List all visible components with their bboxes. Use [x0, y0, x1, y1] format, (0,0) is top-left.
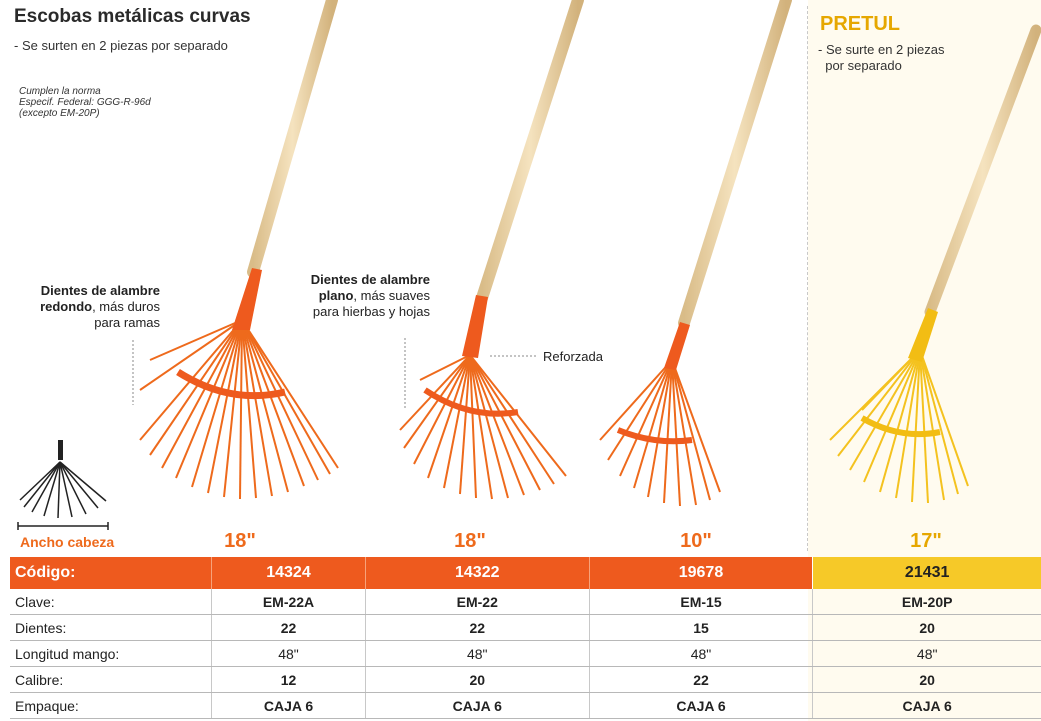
specs-table: Código: 14324 14322 19678 21431 Clave: E…: [10, 557, 1041, 719]
callout-flat-text: , más suaves para hierbas y hojas: [312, 288, 430, 319]
pretul-brand: PRETUL: [820, 13, 900, 35]
callout-round-wire: Dientes de alambre redondo, más duros pa…: [20, 283, 160, 331]
table-cell: 12: [211, 666, 366, 693]
pretul-note: - Se surte en 2 piezas por separado: [818, 42, 988, 74]
size-label: 18": [224, 530, 256, 552]
table-row-empaque: Empaque: CAJA 6 CAJA 6 CAJA 6 CAJA 6: [10, 692, 1041, 719]
table-row-longitud: Longitud mango: 48" 48" 48" 48": [10, 640, 1041, 667]
section-divider: [807, 6, 808, 551]
rakes-illustration: [17, 0, 1041, 530]
table-cell: 20: [812, 666, 1041, 693]
table-cell: CAJA 6: [812, 692, 1041, 719]
row-label: Dientes:: [10, 614, 212, 641]
row-label: Código:: [10, 557, 212, 589]
pretul-note-line: - Se surte en 2 piezas: [818, 42, 945, 57]
table-cell: 48": [211, 640, 366, 667]
size-label: 18": [454, 530, 486, 552]
table-row-clave: Clave: EM-22A EM-22 EM-15 EM-20P: [10, 589, 1041, 615]
rake-4-image: [829, 24, 1041, 504]
table-cell: 22: [211, 614, 366, 641]
table-row-codigo: Código: 14324 14322 19678 21431: [10, 557, 1041, 589]
table-cell: CAJA 6: [588, 692, 813, 719]
norma-line: Especif. Federal: GGG-R-96d: [19, 97, 151, 108]
callout-flat-bold: Dientes de alambre plano: [310, 272, 430, 303]
table-row-dientes: Dientes: 22 22 15 20: [10, 614, 1041, 641]
table-cell: 20: [812, 614, 1041, 641]
table-cell: CAJA 6: [364, 692, 590, 719]
table-cell: 48": [588, 640, 813, 667]
page-subtitle: - Se surten en 2 piezas por separado: [14, 38, 228, 53]
callout-reforzada: Reforzada: [543, 349, 603, 364]
row-label: Calibre:: [10, 666, 212, 693]
size-label: 10": [680, 530, 712, 552]
head-width-label: Ancho cabeza: [20, 534, 115, 550]
row-label: Longitud mango:: [10, 640, 212, 667]
table-cell: 22: [364, 614, 590, 641]
callout-round-text: , más duros para ramas: [92, 299, 160, 330]
row-label: Empaque:: [10, 692, 212, 719]
table-cell: 20: [364, 666, 590, 693]
rake-1-image: [139, 0, 339, 500]
head-width-icon: [17, 440, 109, 530]
callout-round-bold: Dientes de alambre redondo: [40, 283, 160, 314]
table-cell: 15: [588, 614, 813, 641]
table-cell: EM-15: [588, 589, 813, 615]
table-cell: EM-22: [364, 589, 590, 615]
table-cell: EM-22A: [211, 589, 366, 615]
table-cell: 22: [588, 666, 813, 693]
norma-line: (excepto EM-20P): [19, 108, 100, 119]
table-cell: 14324: [211, 557, 366, 589]
table-cell: 48": [364, 640, 590, 667]
size-label: 17": [910, 530, 942, 552]
rake-2-image: [399, 0, 584, 500]
table-cell: CAJA 6: [211, 692, 366, 719]
norma-note: Cumplen la norma Especif. Federal: GGG-R…: [19, 86, 169, 119]
table-cell: 21431: [812, 557, 1041, 589]
row-label: Clave:: [10, 589, 212, 615]
table-row-calibre: Calibre: 12 20 22 20: [10, 666, 1041, 693]
rake-3-image: [599, 0, 792, 507]
page-title: Escobas metálicas curvas: [14, 6, 251, 27]
norma-line: Cumplen la norma: [19, 86, 101, 97]
pretul-note-line: por separado: [818, 58, 902, 73]
table-cell: 14322: [364, 557, 590, 589]
table-cell: 19678: [588, 557, 813, 589]
callout-flat-wire: Dientes de alambre plano, más suaves par…: [300, 272, 430, 320]
table-cell: 48": [812, 640, 1041, 667]
table-cell: EM-20P: [812, 589, 1041, 615]
